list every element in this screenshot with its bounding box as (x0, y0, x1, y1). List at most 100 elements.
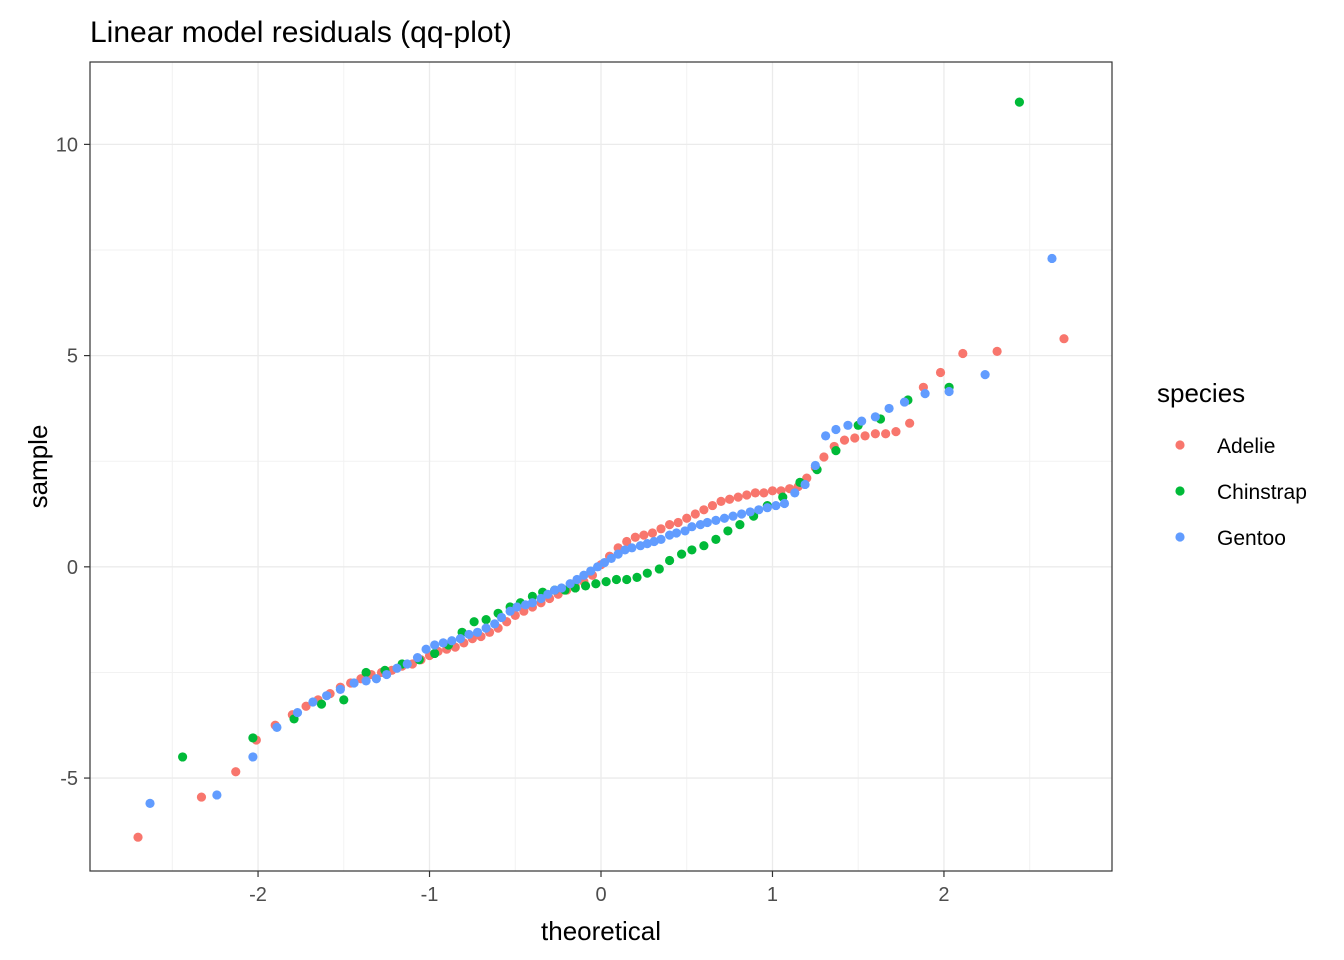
data-point-gentoo (899, 397, 910, 407)
data-point-adelie (750, 488, 760, 498)
data-point-chinstrap (642, 568, 652, 578)
data-point-gentoo (543, 589, 553, 599)
data-point-gentoo (490, 619, 500, 629)
data-point-gentoo (349, 678, 359, 688)
data-point-chinstrap (735, 519, 745, 530)
data-point-gentoo (579, 570, 589, 580)
data-point-adelie (1059, 334, 1069, 344)
data-point-gentoo (884, 403, 894, 414)
data-point-gentoo (754, 505, 764, 515)
y-tick-label: 10 (56, 134, 78, 156)
data-point-adelie (639, 530, 649, 540)
data-point-gentoo (527, 598, 538, 608)
data-point-gentoo (613, 549, 623, 559)
data-point-gentoo (857, 416, 867, 426)
data-point-adelie (725, 494, 735, 504)
data-point-gentoo (472, 627, 483, 637)
data-point-adelie (958, 348, 968, 359)
data-point-chinstrap (481, 615, 491, 625)
data-point-adelie (839, 435, 850, 445)
data-point-gentoo (843, 420, 853, 430)
data-point-adelie (196, 792, 207, 802)
data-point-adelie (850, 433, 860, 443)
data-point-adelie (133, 832, 143, 842)
legend-title: species (1157, 378, 1245, 408)
data-point-gentoo (572, 574, 582, 585)
data-point-gentoo (737, 509, 747, 519)
x-tick-label: -2 (249, 884, 267, 906)
data-point-chinstrap (361, 667, 371, 678)
data-point-gentoo (592, 562, 603, 572)
data-point-gentoo (810, 460, 820, 471)
data-point-adelie (301, 701, 311, 711)
data-point-gentoo (831, 424, 841, 435)
data-point-chinstrap (591, 579, 601, 589)
data-point-chinstrap (654, 564, 664, 574)
data-point-chinstrap (831, 446, 841, 456)
data-point-gentoo (821, 431, 831, 441)
data-point-gentoo (745, 507, 755, 517)
data-point-gentoo (308, 697, 318, 707)
data-point-chinstrap (601, 577, 611, 587)
legend-key-adelie (1175, 440, 1185, 450)
data-point-adelie (819, 452, 829, 462)
data-point-adelie (935, 367, 946, 378)
legend-label-gentoo: Gentoo (1217, 527, 1286, 550)
data-point-gentoo (702, 517, 712, 528)
data-point-adelie (716, 496, 726, 506)
data-point-gentoo (920, 389, 930, 399)
data-point-gentoo (421, 644, 431, 654)
legend-label-chinstrap: Chinstrap (1217, 481, 1307, 504)
data-point-adelie (622, 536, 632, 547)
data-point-gentoo (272, 722, 282, 732)
data-point-gentoo (687, 522, 697, 532)
data-point-adelie (707, 500, 718, 511)
legend: species Adelie Chinstrap Gentoo (1157, 378, 1307, 550)
data-point-gentoo (586, 566, 596, 576)
data-point-gentoo (455, 634, 465, 644)
data-point-adelie (664, 519, 675, 530)
data-point-adelie (699, 505, 709, 515)
data-point-gentoo (980, 370, 990, 380)
data-point-adelie (682, 513, 692, 523)
data-point-gentoo (771, 500, 781, 511)
legend-key-chinstrap (1175, 486, 1185, 496)
data-point-chinstrap (1014, 97, 1025, 107)
y-axis: -5 0 5 10 (56, 134, 90, 790)
data-point-gentoo (382, 669, 392, 680)
data-point-adelie (630, 532, 640, 542)
x-axis: -2 -1 0 1 2 (249, 871, 950, 906)
data-point-adelie (905, 418, 915, 428)
y-tick-label: -5 (60, 768, 78, 790)
data-point-gentoo (711, 515, 721, 525)
data-point-chinstrap (723, 526, 733, 536)
data-point-gentoo (392, 663, 402, 673)
data-point-gentoo (728, 511, 738, 521)
data-point-gentoo (870, 412, 880, 422)
data-point-gentoo (790, 488, 800, 498)
data-point-gentoo (496, 612, 507, 623)
data-point-gentoo (371, 674, 381, 684)
data-point-gentoo (656, 534, 666, 544)
data-point-chinstrap (430, 648, 440, 659)
data-point-gentoo (447, 636, 457, 646)
data-point-gentoo (438, 638, 448, 648)
data-point-gentoo (512, 602, 522, 612)
data-point-adelie (673, 517, 683, 528)
data-point-chinstrap (632, 572, 642, 582)
x-axis-title: theoretical (541, 916, 661, 946)
data-point-chinstrap (469, 617, 479, 627)
data-point-adelie (891, 427, 901, 437)
data-point-adelie (759, 488, 769, 498)
data-point-chinstrap (316, 699, 327, 709)
data-point-adelie (881, 429, 891, 439)
data-point-chinstrap (699, 541, 709, 551)
data-point-gentoo (671, 528, 682, 538)
data-point-chinstrap (622, 574, 632, 585)
data-point-adelie (742, 490, 752, 500)
series-gentoo (145, 253, 1057, 809)
data-point-gentoo (599, 558, 610, 568)
data-point-gentoo (680, 526, 690, 536)
